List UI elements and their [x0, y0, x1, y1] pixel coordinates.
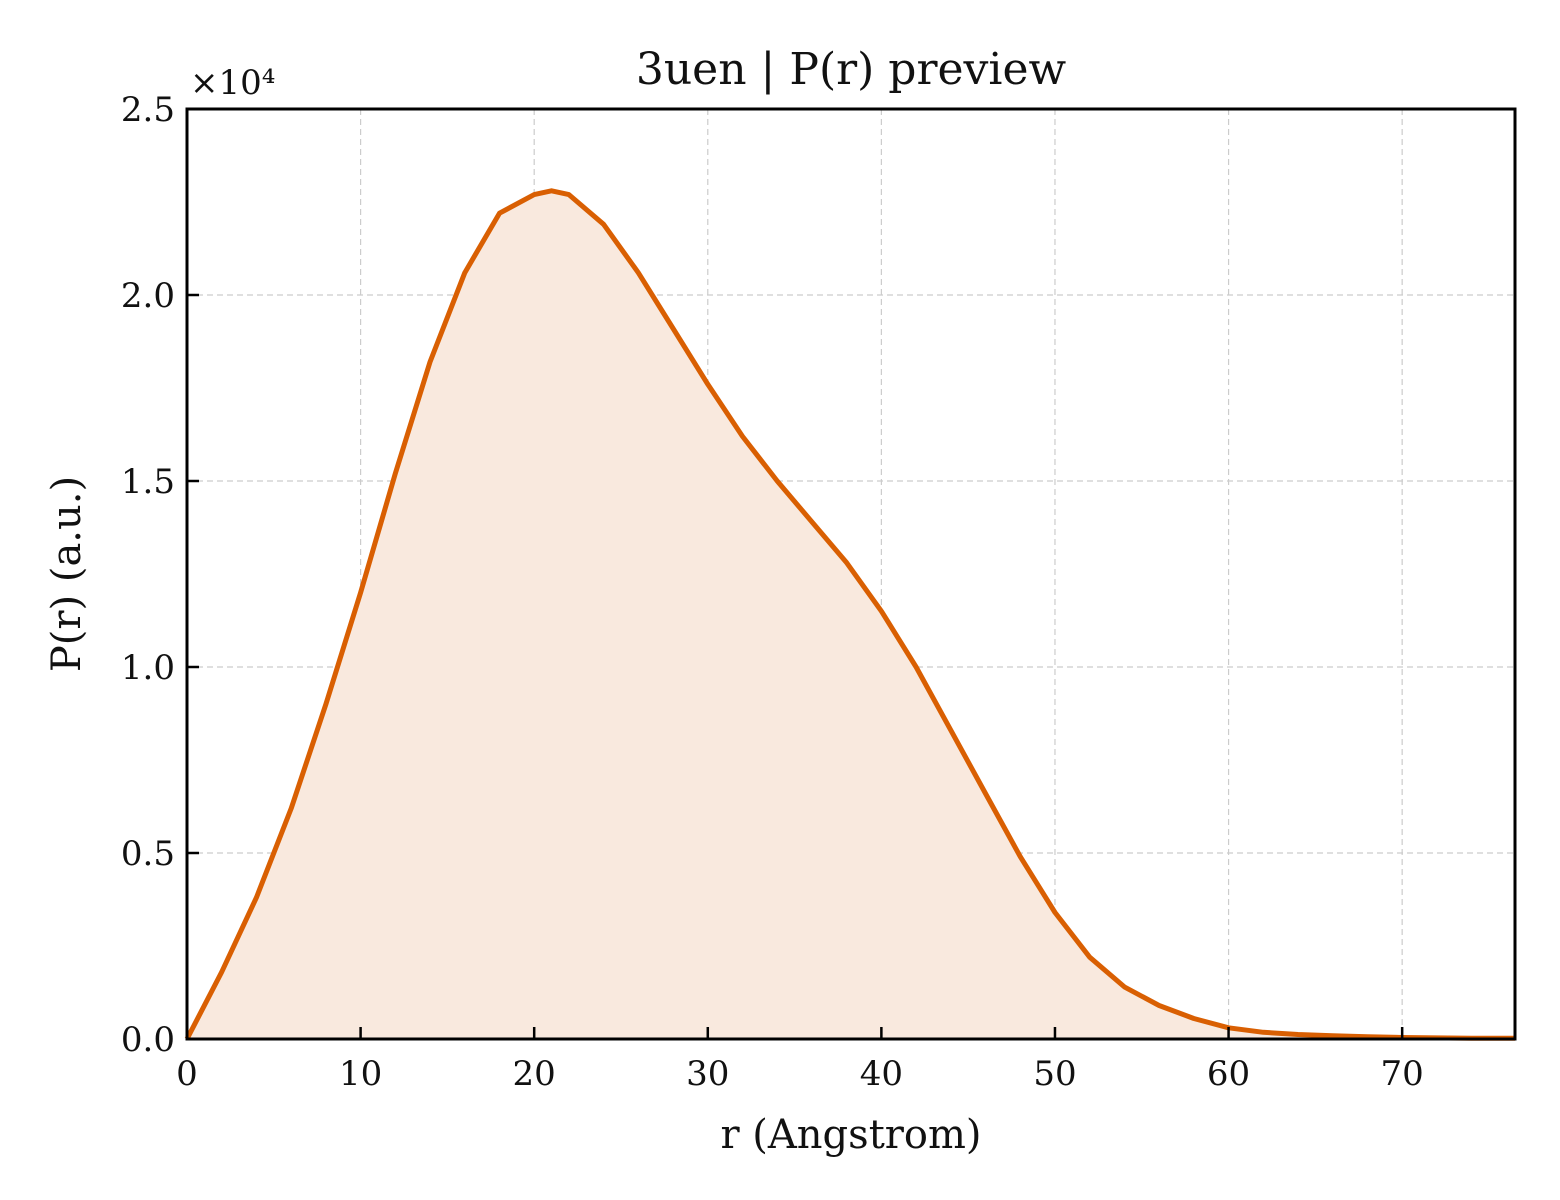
x-tick-label: 50 — [1033, 1054, 1076, 1094]
y-offset-text: ×10⁴ — [190, 63, 275, 103]
pr-area-fill — [187, 190, 1515, 1040]
y-axis-label: P(r) (a.u.) — [44, 476, 90, 672]
x-tick-label: 20 — [513, 1054, 556, 1094]
chart-title: 3uen | P(r) preview — [636, 44, 1067, 95]
y-tick-label: 2.5 — [121, 90, 175, 130]
x-tick-label: 30 — [686, 1054, 729, 1094]
x-tick-label: 10 — [339, 1054, 382, 1094]
y-tick-label: 0.0 — [121, 1020, 175, 1060]
x-tick-label: 40 — [860, 1054, 903, 1094]
pr-series-line — [184, 188, 1515, 1041]
x-axis-label: r (Angstrom) — [720, 1112, 981, 1158]
y-tick-label: 1.0 — [121, 648, 175, 688]
y-tick-label: 2.0 — [121, 276, 175, 316]
x-tick-label: 70 — [1381, 1054, 1424, 1094]
y-tick-label: 0.5 — [121, 834, 175, 874]
x-tick-label: 60 — [1207, 1054, 1250, 1094]
x-tick-label: 0 — [176, 1054, 198, 1094]
plot-frame — [185, 107, 1517, 1041]
y-tick-label: 1.5 — [121, 462, 175, 502]
ticks: 0 10 20 30 40 50 60 70 0.0 0.5 1.0 1.5 2.0 2.5 — [121, 90, 1424, 1094]
